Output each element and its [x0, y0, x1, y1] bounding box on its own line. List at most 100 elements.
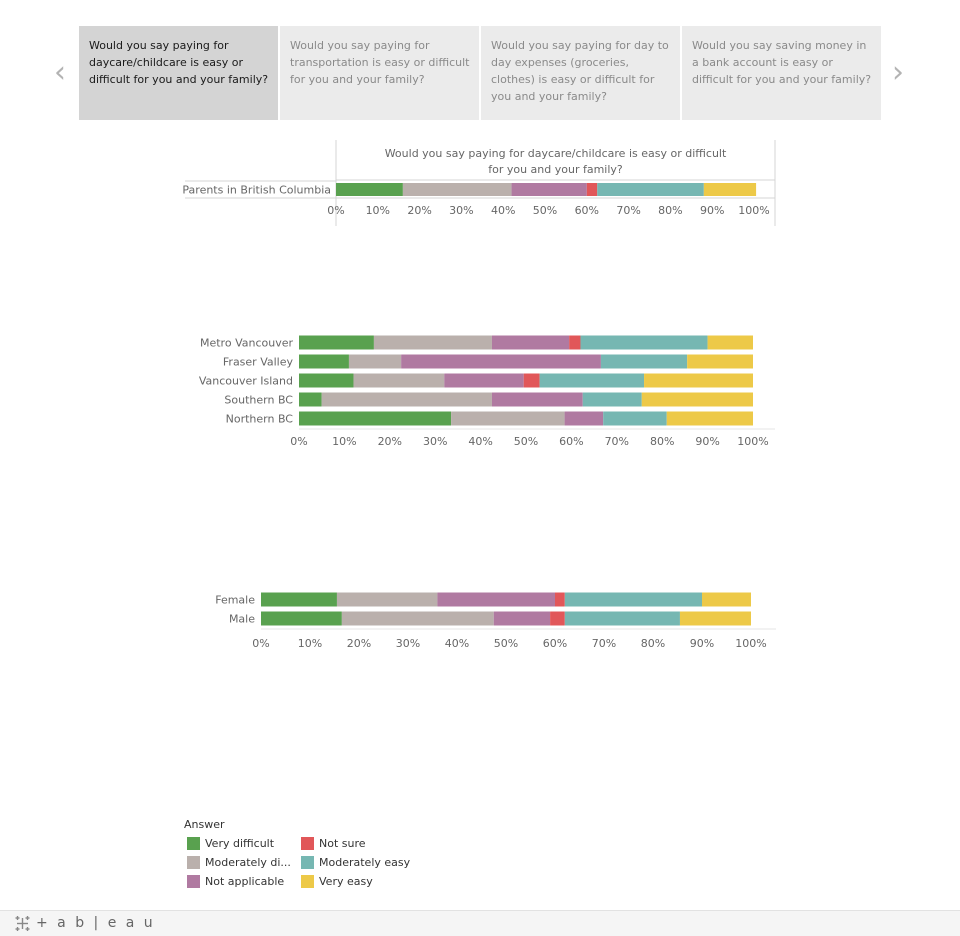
- x-tick-label: 10%: [298, 637, 322, 650]
- category-label-male: Male: [229, 613, 255, 626]
- x-tick-label: 80%: [641, 637, 665, 650]
- bar-metro-vancouver-moderately-difficult[interactable]: Metro Vancouver — Moderately difficult: …: [373, 335, 492, 350]
- bar-metro-vancouver-very-easy[interactable]: Metro Vancouver — Very easy: 10%: [707, 335, 753, 350]
- bar-southern-bc-moderately-easy[interactable]: Southern BC — Moderately easy: 13%: [582, 392, 642, 407]
- x-tick-label: 50%: [514, 435, 538, 448]
- legend-label: Not applicable: [205, 875, 285, 888]
- bar-metro-vancouver-moderately-easy[interactable]: Metro Vancouver — Moderately easy: 28%: [580, 335, 708, 350]
- bar-vancouver-island-not-sure[interactable]: Vancouver Island — Not sure: 3.5%: [523, 373, 540, 388]
- x-tick-label: 90%: [690, 637, 714, 650]
- x-tick-label: 70%: [592, 637, 616, 650]
- bar-vancouver-island-moderately-easy[interactable]: Vancouver Island — Moderately easy: 23%: [539, 373, 645, 388]
- legend: Answer Very difficult Moderately di... N…: [184, 818, 444, 890]
- x-tick-label: 40%: [491, 204, 515, 217]
- category-label-vancouver-island: Vancouver Island: [199, 375, 293, 388]
- bar-parents-in-british-columbia-very-easy[interactable]: Parents in British Columbia — Very easy:…: [703, 183, 757, 196]
- chevron-right-icon[interactable]: ›: [892, 55, 904, 90]
- chevron-left-icon[interactable]: ‹: [54, 55, 66, 90]
- bar-metro-vancouver-very-difficult[interactable]: Metro Vancouver — Very difficult: 16.5%: [299, 335, 374, 350]
- chart-title-line: Would you say paying for daycare/childca…: [385, 147, 727, 160]
- bar-male-moderately-easy[interactable]: Male — Moderately easy: 23.5%: [564, 611, 680, 626]
- bar-female-not-applicable[interactable]: Female — Not applicable: 24%: [437, 592, 555, 607]
- x-tick-label: 60%: [559, 435, 583, 448]
- x-tick-label: 0%: [327, 204, 344, 217]
- bar-female-very-difficult[interactable]: Female — Very difficult: 15.5%: [261, 592, 337, 607]
- bar-fraser-valley-moderately-difficult[interactable]: Fraser Valley — Moderately difficult: 11…: [348, 354, 402, 369]
- legend-label: Not sure: [319, 837, 366, 850]
- bar-vancouver-island-very-difficult[interactable]: Vancouver Island — Very difficult: 12%: [299, 373, 354, 388]
- bar-fraser-valley-very-easy[interactable]: Fraser Valley — Very easy: 14.5%: [687, 354, 753, 369]
- legend-label: Moderately di...: [205, 856, 291, 869]
- bar-northern-bc-very-easy[interactable]: Northern BC — Very easy: 19%: [666, 411, 753, 426]
- bar-male-not-sure[interactable]: Male — Not sure: 3%: [550, 611, 565, 626]
- bar-male-not-applicable[interactable]: Male — Not applicable: 11.5%: [493, 611, 551, 626]
- story-point-saving[interactable]: Would you say saving money in a bank acc…: [682, 26, 881, 120]
- story-point-daycare[interactable]: Would you say paying for daycare/childca…: [79, 26, 278, 120]
- legend-label: Very easy: [319, 875, 373, 888]
- tableau-logo-text[interactable]: + a b | e a u: [36, 915, 156, 931]
- x-tick-label: 60%: [575, 204, 599, 217]
- bar-vancouver-island-very-easy[interactable]: Vancouver Island — Very easy: 24%: [644, 373, 753, 388]
- footer-bar: + a b | e a u: [0, 910, 960, 936]
- legend-swatch: [187, 837, 200, 850]
- bar-male-very-difficult[interactable]: Male — Very difficult: 16.5%: [261, 611, 342, 626]
- category-label-parents-in-british-columbia: Parents in British Columbia: [182, 184, 331, 197]
- x-tick-label: 100%: [737, 435, 768, 448]
- story-point-transportation[interactable]: Would you say paying for transportation …: [280, 26, 479, 120]
- bar-female-not-sure[interactable]: Female — Not sure: 2%: [555, 592, 565, 607]
- bar-fraser-valley-not-applicable[interactable]: Fraser Valley — Not applicable: 44%: [401, 354, 601, 369]
- bar-southern-bc-very-difficult[interactable]: Southern BC — Very difficult: 5%: [299, 392, 322, 407]
- x-tick-label: 40%: [468, 435, 492, 448]
- x-tick-label: 80%: [658, 204, 682, 217]
- bar-vancouver-island-moderately-difficult[interactable]: Vancouver Island — Moderately difficult:…: [353, 373, 445, 388]
- x-tick-label: 10%: [366, 204, 390, 217]
- category-label-northern-bc: Northern BC: [226, 413, 294, 426]
- tableau-logo-icon[interactable]: [14, 915, 31, 932]
- x-tick-label: 90%: [695, 435, 719, 448]
- bar-southern-bc-not-applicable[interactable]: Southern BC — Not applicable: 20%: [491, 392, 583, 407]
- bar-northern-bc-not-applicable[interactable]: Northern BC — Not applicable: 8.5%: [564, 411, 604, 426]
- bar-male-very-easy[interactable]: Male — Very easy: 14.5%: [679, 611, 751, 626]
- story-point-day-to-day[interactable]: Would you say paying for day to day expe…: [481, 26, 680, 120]
- legend-swatch: [301, 856, 314, 869]
- x-tick-label: 20%: [407, 204, 431, 217]
- bar-metro-vancouver-not-sure[interactable]: Metro Vancouver — Not sure: 2.5%: [569, 335, 581, 350]
- x-tick-label: 40%: [445, 637, 469, 650]
- bar-southern-bc-moderately-difficult[interactable]: Southern BC — Moderately difficult: 37.5…: [321, 392, 492, 407]
- x-tick-label: 30%: [396, 637, 420, 650]
- bar-parents-in-british-columbia-moderately-easy[interactable]: Parents in British Columbia — Moderately…: [597, 183, 704, 196]
- bar-fraser-valley-very-difficult[interactable]: Fraser Valley — Very difficult: 11%: [299, 354, 349, 369]
- x-tick-label: 70%: [605, 435, 629, 448]
- bar-parents-in-british-columbia-moderately-difficult[interactable]: Parents in British Columbia — Moderately…: [402, 183, 512, 196]
- category-label-female: Female: [215, 594, 255, 607]
- chart-title-line: for you and your family?: [488, 163, 623, 176]
- bar-male-moderately-difficult[interactable]: Male — Moderately difficult: 31%: [341, 611, 494, 626]
- bar-northern-bc-moderately-easy[interactable]: Northern BC — Moderately easy: 14%: [603, 411, 667, 426]
- bar-northern-bc-very-difficult[interactable]: Northern BC — Very difficult: 33.5%: [299, 411, 452, 426]
- bar-southern-bc-very-easy[interactable]: Southern BC — Very easy: 24.5%: [641, 392, 753, 407]
- x-tick-label: 70%: [616, 204, 640, 217]
- story-navigator: ‹ Would you say paying for daycare/child…: [0, 26, 960, 120]
- x-tick-label: 80%: [650, 435, 674, 448]
- gender-chart: FemaleFemale — Very difficult: 15.5%Fema…: [215, 592, 776, 650]
- x-tick-label: 30%: [449, 204, 473, 217]
- x-tick-label: 90%: [700, 204, 724, 217]
- bar-female-moderately-easy[interactable]: Female — Moderately easy: 28%: [564, 592, 702, 607]
- bar-female-very-easy[interactable]: Female — Very easy: 10%: [702, 592, 751, 607]
- category-label-metro-vancouver: Metro Vancouver: [200, 337, 293, 350]
- bar-vancouver-island-not-applicable[interactable]: Vancouver Island — Not applicable: 17.5%: [444, 373, 524, 388]
- bar-northern-bc-moderately-difficult[interactable]: Northern BC — Moderately difficult: 25%: [451, 411, 565, 426]
- x-tick-label: 100%: [735, 637, 766, 650]
- bar-female-moderately-difficult[interactable]: Female — Moderately difficult: 20.5%: [336, 592, 438, 607]
- bar-parents-in-british-columbia-very-difficult[interactable]: Parents in British Columbia — Very diffi…: [336, 183, 403, 196]
- x-tick-label: 50%: [494, 637, 518, 650]
- bar-metro-vancouver-not-applicable[interactable]: Metro Vancouver — Not applicable: 17%: [491, 335, 570, 350]
- category-label-southern-bc: Southern BC: [224, 394, 293, 407]
- bar-parents-in-british-columbia-not-applicable[interactable]: Parents in British Columbia — Not applic…: [511, 183, 587, 196]
- bar-fraser-valley-moderately-easy[interactable]: Fraser Valley — Moderately easy: 19%: [600, 354, 688, 369]
- x-tick-label: 0%: [252, 637, 269, 650]
- x-tick-label: 30%: [423, 435, 447, 448]
- bar-parents-in-british-columbia-not-sure[interactable]: Parents in British Columbia — Not sure: …: [586, 183, 598, 196]
- region-chart: Metro Vancouver Metro Vancouver — Very di…: [199, 335, 775, 448]
- legend-label: Very difficult: [205, 837, 275, 850]
